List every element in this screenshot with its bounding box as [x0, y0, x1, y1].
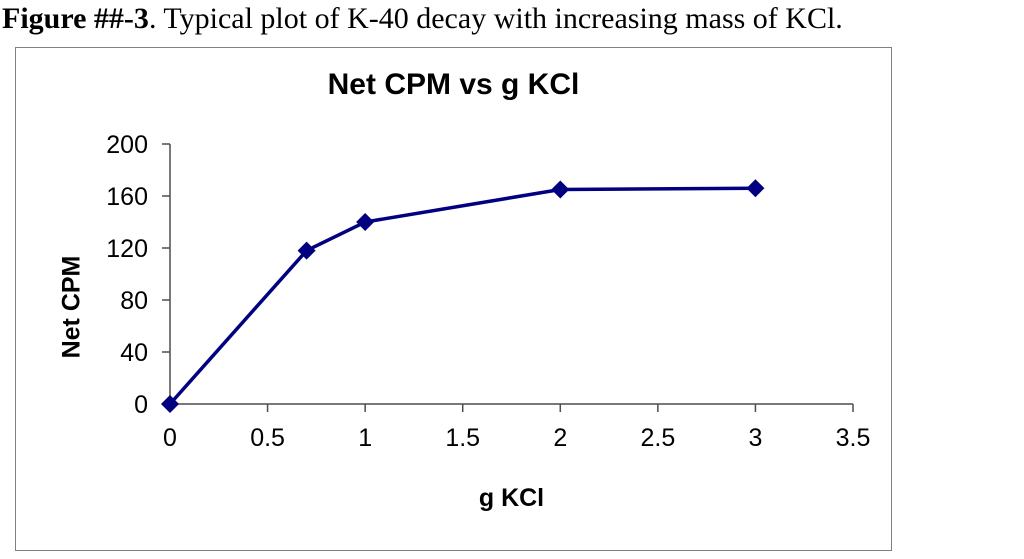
y-tick-label: 40 — [120, 339, 148, 367]
y-tick-label: 160 — [106, 183, 148, 211]
x-tick-label: 3.5 — [836, 424, 871, 452]
x-tick-label: 2 — [553, 424, 567, 452]
x-axis-label: g KCl — [478, 484, 545, 512]
figure-caption-text: . Typical plot of K-40 decay with increa… — [148, 2, 843, 35]
x-tick-label: 0.5 — [250, 424, 285, 452]
figure-label: Figure ##-3 — [2, 2, 149, 35]
y-tick-label: 80 — [120, 287, 148, 315]
data-point-marker — [356, 213, 375, 231]
data-point-marker — [161, 395, 179, 413]
y-axis-label: Net CPM — [57, 255, 86, 359]
chart-title: Net CPM vs g KCl — [327, 68, 580, 101]
data-point-marker — [551, 180, 570, 199]
data-point-marker — [746, 179, 765, 198]
x-tick-label: 1.5 — [445, 424, 480, 452]
figure-caption: Figure ##-3. Typical plot of K-40 decay … — [2, 2, 1022, 36]
chart-frame: 0 40 80 120 160 200 0 0.5 1 1.5 2 2.5 3 3.5 Net CPM v… — [15, 47, 892, 551]
data-series-line — [168, 186, 756, 406]
x-tick-label: 1 — [358, 424, 372, 452]
line-plot: 0 40 80 120 160 200 0 0.5 1 1.5 2 2.5 3 3.5 — [106, 131, 871, 452]
x-tick-label: 2.5 — [640, 424, 675, 452]
x-tick-label: 0 — [163, 424, 177, 452]
y-tick-label: 120 — [106, 235, 148, 263]
y-tick-label: 200 — [106, 131, 148, 159]
x-tick-label: 3 — [748, 424, 762, 452]
data-point-marker — [297, 241, 316, 260]
axes-lines — [169, 144, 853, 405]
y-tick-label: 0 — [134, 391, 148, 419]
